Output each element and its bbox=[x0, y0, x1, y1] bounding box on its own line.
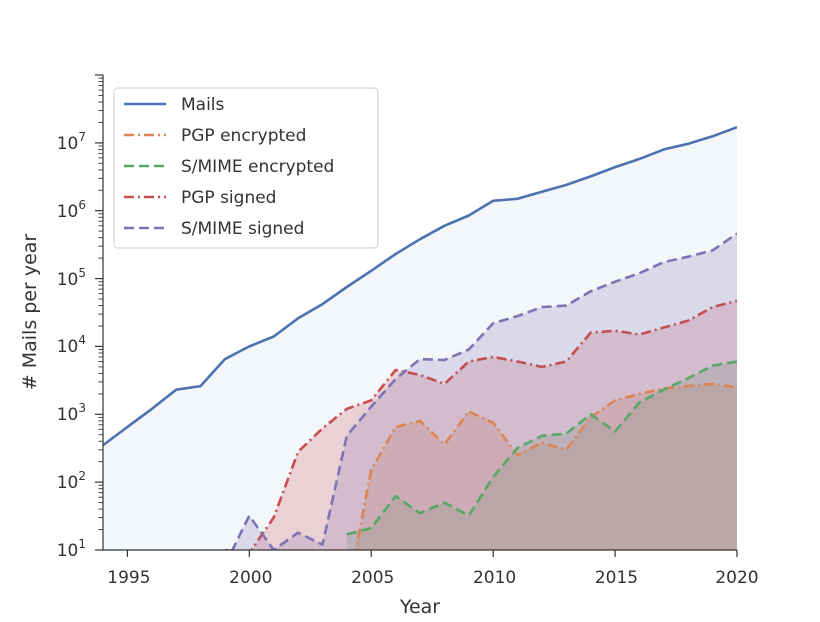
series-fills bbox=[103, 127, 737, 550]
x-tick-label: 1995 bbox=[107, 568, 150, 588]
x-axis-label: Year bbox=[399, 596, 440, 618]
series-fill bbox=[103, 127, 737, 550]
series-line bbox=[224, 299, 737, 550]
series-lines bbox=[103, 125, 737, 550]
series-line bbox=[346, 360, 737, 536]
y-tick-label: 103 bbox=[57, 401, 86, 425]
series-line bbox=[230, 232, 737, 550]
legend-label: PGP encrypted bbox=[181, 126, 306, 146]
x-tick-label: 2015 bbox=[595, 568, 638, 588]
legend-box bbox=[113, 87, 379, 249]
x-tick-label: 2000 bbox=[229, 568, 272, 588]
y-tick-label: 104 bbox=[57, 333, 86, 357]
series-line bbox=[103, 125, 737, 447]
y-tick-label: 101 bbox=[57, 537, 86, 561]
legend-label: Mails bbox=[181, 95, 225, 115]
legend: Mails PGP encrypted S/MIME encrypted PGP… bbox=[113, 87, 379, 249]
y-tick-label: 106 bbox=[57, 198, 86, 222]
y-tick-label: 102 bbox=[57, 469, 86, 493]
series-fill bbox=[355, 383, 737, 550]
series-fill bbox=[232, 233, 737, 550]
legend-label: S/MIME encrypted bbox=[181, 157, 334, 177]
y-axis-ticks bbox=[95, 74, 103, 551]
y-axis-label: # Mails per year bbox=[19, 234, 41, 391]
x-axis-ticks bbox=[126, 550, 738, 557]
x-tick-label: 2020 bbox=[715, 568, 758, 588]
y-tick-label: 107 bbox=[57, 130, 86, 154]
x-tick-labels: 1995 2000 2005 2010 2015 2020 bbox=[107, 568, 758, 588]
y-tick-label: 105 bbox=[57, 266, 86, 290]
series-fill bbox=[224, 300, 737, 550]
series-line bbox=[354, 382, 737, 550]
legend-label: S/MIME signed bbox=[181, 219, 304, 239]
y-tick-labels: 101 102 103 104 105 106 107 bbox=[57, 130, 86, 561]
x-tick-label: 2010 bbox=[473, 568, 516, 588]
legend-label: PGP signed bbox=[181, 188, 276, 208]
x-tick-label: 2005 bbox=[351, 568, 394, 588]
axes bbox=[95, 74, 738, 557]
